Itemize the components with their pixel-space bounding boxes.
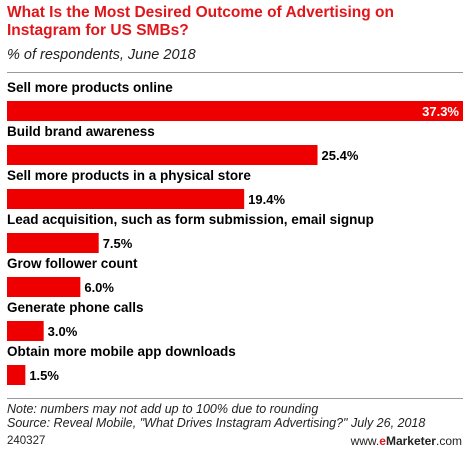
category-label: Build brand awareness xyxy=(7,124,155,139)
category-label: Lead acquisition, such as form submissio… xyxy=(7,212,374,227)
brand-prefix: www. xyxy=(350,434,380,448)
value-label: 1.5% xyxy=(29,368,59,383)
top-divider xyxy=(7,72,463,73)
bar xyxy=(7,189,245,209)
source-text: Source: Reveal Mobile, "What Drives Inst… xyxy=(7,416,426,430)
brand-e: e xyxy=(379,434,386,448)
bar xyxy=(7,145,318,165)
bar xyxy=(7,233,99,253)
brand-suffix: .com xyxy=(435,434,462,448)
bar xyxy=(7,101,463,121)
category-label: Grow follower count xyxy=(7,256,138,271)
category-label: Obtain more mobile app downloads xyxy=(7,344,236,359)
bar xyxy=(7,321,44,341)
chart-subtitle: % of respondents, June 2018 xyxy=(7,47,196,63)
category-label: Sell more products in a physical store xyxy=(7,168,251,183)
category-label: Generate phone calls xyxy=(7,300,144,315)
bottom-divider xyxy=(7,398,463,399)
value-label: 3.0% xyxy=(48,324,78,339)
category-label: Sell more products online xyxy=(7,80,173,95)
chart-title: What Is the Most Desired Outcome of Adve… xyxy=(7,4,394,39)
value-label: 19.4% xyxy=(248,192,285,207)
emarketer-logo: www.eMarketer.com xyxy=(351,434,462,448)
value-label: 7.5% xyxy=(103,236,133,251)
note-text: Note: numbers may not add up to 100% due… xyxy=(7,402,319,416)
value-label: 6.0% xyxy=(84,280,114,295)
bar xyxy=(7,365,26,385)
chart-id: 240327 xyxy=(7,435,46,447)
value-label: 25.4% xyxy=(322,148,359,163)
brand-name: Marketer xyxy=(385,434,436,448)
value-label: 37.3% xyxy=(422,104,459,119)
bar xyxy=(7,277,81,297)
chart-notes: Note: numbers may not add up to 100% due… xyxy=(7,402,467,430)
bar-chart: Sell more products online 37.3% Build bran… xyxy=(7,80,463,385)
